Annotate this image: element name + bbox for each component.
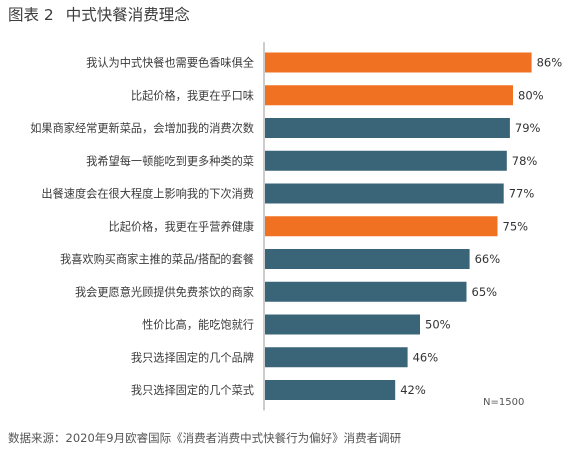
category-label: 出餐速度会在很大程度上影响我的下次消费 xyxy=(41,187,254,201)
category-label: 我只选择固定的几个品牌 xyxy=(131,350,254,364)
value-label: 86% xyxy=(537,56,563,70)
value-label: 66% xyxy=(475,252,501,266)
figure-title-text: 中式快餐消费理念 xyxy=(65,6,190,24)
value-label: 79% xyxy=(515,121,541,135)
bar-group: 我认为中式快餐也需要色香味俱全 86% 比起价格，我更在乎口味 80% 如果商家经常更新… xyxy=(30,52,563,400)
bar xyxy=(265,347,408,368)
figure-title: 图表 2 中式快餐消费理念 xyxy=(8,3,190,25)
category-label: 性价比高，能吃饱就行 xyxy=(142,318,254,332)
bar xyxy=(265,150,507,171)
category-label: 我认为中式快餐也需要色香味俱全 xyxy=(86,56,254,70)
value-label: 65% xyxy=(472,285,498,299)
bar xyxy=(265,85,513,106)
value-label: 77% xyxy=(509,187,535,201)
bar xyxy=(265,281,467,302)
bar xyxy=(265,183,504,204)
category-label: 我只选择固定的几个菜式 xyxy=(131,383,254,397)
category-label: 比起价格，我更在乎口味 xyxy=(131,88,254,102)
value-label: 75% xyxy=(503,219,529,233)
category-label: 如果商家经常更新菜品，会增加我的消费次数 xyxy=(30,121,254,135)
category-label: 我喜欢购买商家主推的菜品/搭配的套餐 xyxy=(60,252,254,266)
value-label: 46% xyxy=(413,350,439,364)
category-label: 我希望每一顿能吃到更多种类的菜 xyxy=(86,154,254,168)
bar xyxy=(265,249,470,269)
bar xyxy=(265,216,498,237)
category-label: 我会更愿意光顾提供免费茶饮的商家 xyxy=(75,285,254,299)
bar xyxy=(265,380,396,400)
category-label: 比起价格，我更在乎营养健康 xyxy=(109,219,254,233)
bar xyxy=(265,314,420,335)
value-label: 42% xyxy=(400,383,426,397)
data-source: 数据来源：2020年9月欧睿国际《消费者消费中式快餐行为偏好》消费者调研 xyxy=(8,431,402,445)
figure-number: 图表 2 xyxy=(8,6,54,24)
value-label: 80% xyxy=(518,88,544,102)
bar-chart: 我认为中式快餐也需要色香味俱全 86% 比起价格，我更在乎口味 80% 如果商家经常更新… xyxy=(30,42,563,411)
bar xyxy=(265,52,532,73)
bar xyxy=(265,118,510,138)
value-label: 50% xyxy=(425,318,451,332)
sample-size-note: N=1500 xyxy=(483,397,524,408)
value-label: 78% xyxy=(512,154,538,168)
